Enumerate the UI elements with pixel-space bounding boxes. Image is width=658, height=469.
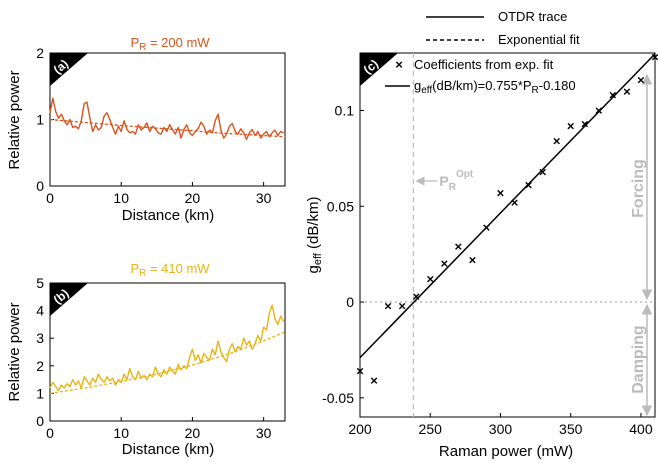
panel-c-data-point: × xyxy=(483,220,491,235)
panel-a-ytick-label: 2 xyxy=(36,45,44,61)
panel-a-xlabel: Distance (km) xyxy=(122,207,215,224)
panel-a-ytick-label: 1 xyxy=(36,112,44,128)
panel-c-data-point: × xyxy=(511,195,519,210)
panel-c-xtick-label: 350 xyxy=(559,421,583,437)
panel-c-data-point: × xyxy=(370,373,378,388)
panel-a-xtick-label: 0 xyxy=(46,190,54,206)
panel-b-ytick-label: 4 xyxy=(36,303,44,319)
panel-c-damping-label: Damping xyxy=(630,325,647,393)
panel-c-xtick-label: 250 xyxy=(419,421,443,437)
panel-c-ylabel: geff (dB/km) xyxy=(305,196,324,273)
legend-fit-label: Exponential fit xyxy=(498,32,580,47)
panel-c-data-point: × xyxy=(609,88,617,103)
panel-c-data-point: × xyxy=(384,298,392,313)
panel-c-data-point: × xyxy=(497,185,505,200)
panel-b-ytick-label: 0 xyxy=(36,413,44,429)
panel-c-legend-marker: × xyxy=(395,57,403,72)
panel-c-data-point: × xyxy=(595,103,603,118)
panel-b-xtick-label: 20 xyxy=(185,425,201,441)
panel-c-data-point: × xyxy=(469,252,477,267)
panel-c-data-point: × xyxy=(581,116,589,131)
panel-c-data-point: × xyxy=(567,118,575,133)
panel-b-title: PR = 410 mW xyxy=(130,261,210,279)
panel-c-data-point: × xyxy=(426,272,434,287)
panel-c-xtick-label: 400 xyxy=(629,421,653,437)
panel-c-data-point: × xyxy=(539,164,547,179)
panel-c-xtick-label: 300 xyxy=(489,421,513,437)
panel-c-data-point: × xyxy=(455,239,463,254)
panel-b-ytick-label: 3 xyxy=(36,330,44,346)
panel-c-xlabel: Raman power (mW) xyxy=(439,443,573,460)
panel-c-plot-area xyxy=(360,53,655,417)
panel-c-xtick-label: 200 xyxy=(348,421,372,437)
panel-c-data-point: × xyxy=(525,178,533,193)
panel-c-ytick-label: 0 xyxy=(346,294,354,310)
panel-b-xlabel: Distance (km) xyxy=(122,441,215,458)
legend-otdr-label: OTDR trace xyxy=(498,9,567,24)
panel-c-data-point: × xyxy=(398,298,406,313)
figure-legend: OTDR trace Exponential fit xyxy=(426,9,580,47)
panel-b-plot-area xyxy=(50,283,285,421)
panel-b-xtick-label: 0 xyxy=(46,425,54,441)
panel-c-data-point: × xyxy=(412,289,420,304)
panel-b-xtick-label: 30 xyxy=(256,425,272,441)
panel-b-ytick-label: 1 xyxy=(36,385,44,401)
panel-c-data-point: × xyxy=(553,134,561,149)
panel-c-ytick-label: 0.1 xyxy=(335,102,355,118)
panel-c-data-point: × xyxy=(440,256,448,271)
panel-c-data-point: × xyxy=(623,84,631,99)
panel-c-data-point: × xyxy=(651,49,658,64)
panel-a-xtick-label: 10 xyxy=(113,190,129,206)
panel-c-ytick-label: -0.05 xyxy=(322,390,354,406)
panel-c-forcing-label: Forcing xyxy=(630,159,647,218)
panel-c-legend-scatter-label: Coefficients from exp. fit xyxy=(414,57,554,72)
panel-c-data-point: × xyxy=(637,72,645,87)
panel-b-xtick-label: 10 xyxy=(113,425,129,441)
panel-a-title: PR = 200 mW xyxy=(130,35,210,53)
panel-c-ytick-label: 0.05 xyxy=(327,198,354,214)
panel-c-data-point: × xyxy=(356,364,364,379)
panel-a-ytick-label: 0 xyxy=(36,178,44,194)
panel-a-plot-area xyxy=(50,53,285,186)
panel-a-ylabel: Relative power xyxy=(6,70,23,169)
panel-b-ytick-label: 2 xyxy=(36,358,44,374)
panel-a-xtick-label: 30 xyxy=(256,190,272,206)
panel-b-ytick-label: 5 xyxy=(36,275,44,291)
panel-b-ylabel: Relative power xyxy=(6,302,23,401)
panel-a-xtick-label: 20 xyxy=(185,190,201,206)
